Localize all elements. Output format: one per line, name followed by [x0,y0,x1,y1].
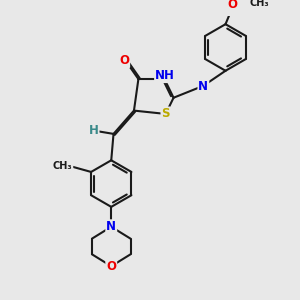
Text: N: N [198,80,208,93]
Text: CH₃: CH₃ [249,0,269,8]
Text: O: O [119,54,129,67]
Text: S: S [161,107,170,120]
Text: O: O [227,0,237,11]
Text: NH: NH [155,69,175,82]
Text: O: O [106,260,116,273]
Text: N: N [106,220,116,233]
Text: CH₃: CH₃ [53,161,73,171]
Text: H: H [89,124,99,137]
